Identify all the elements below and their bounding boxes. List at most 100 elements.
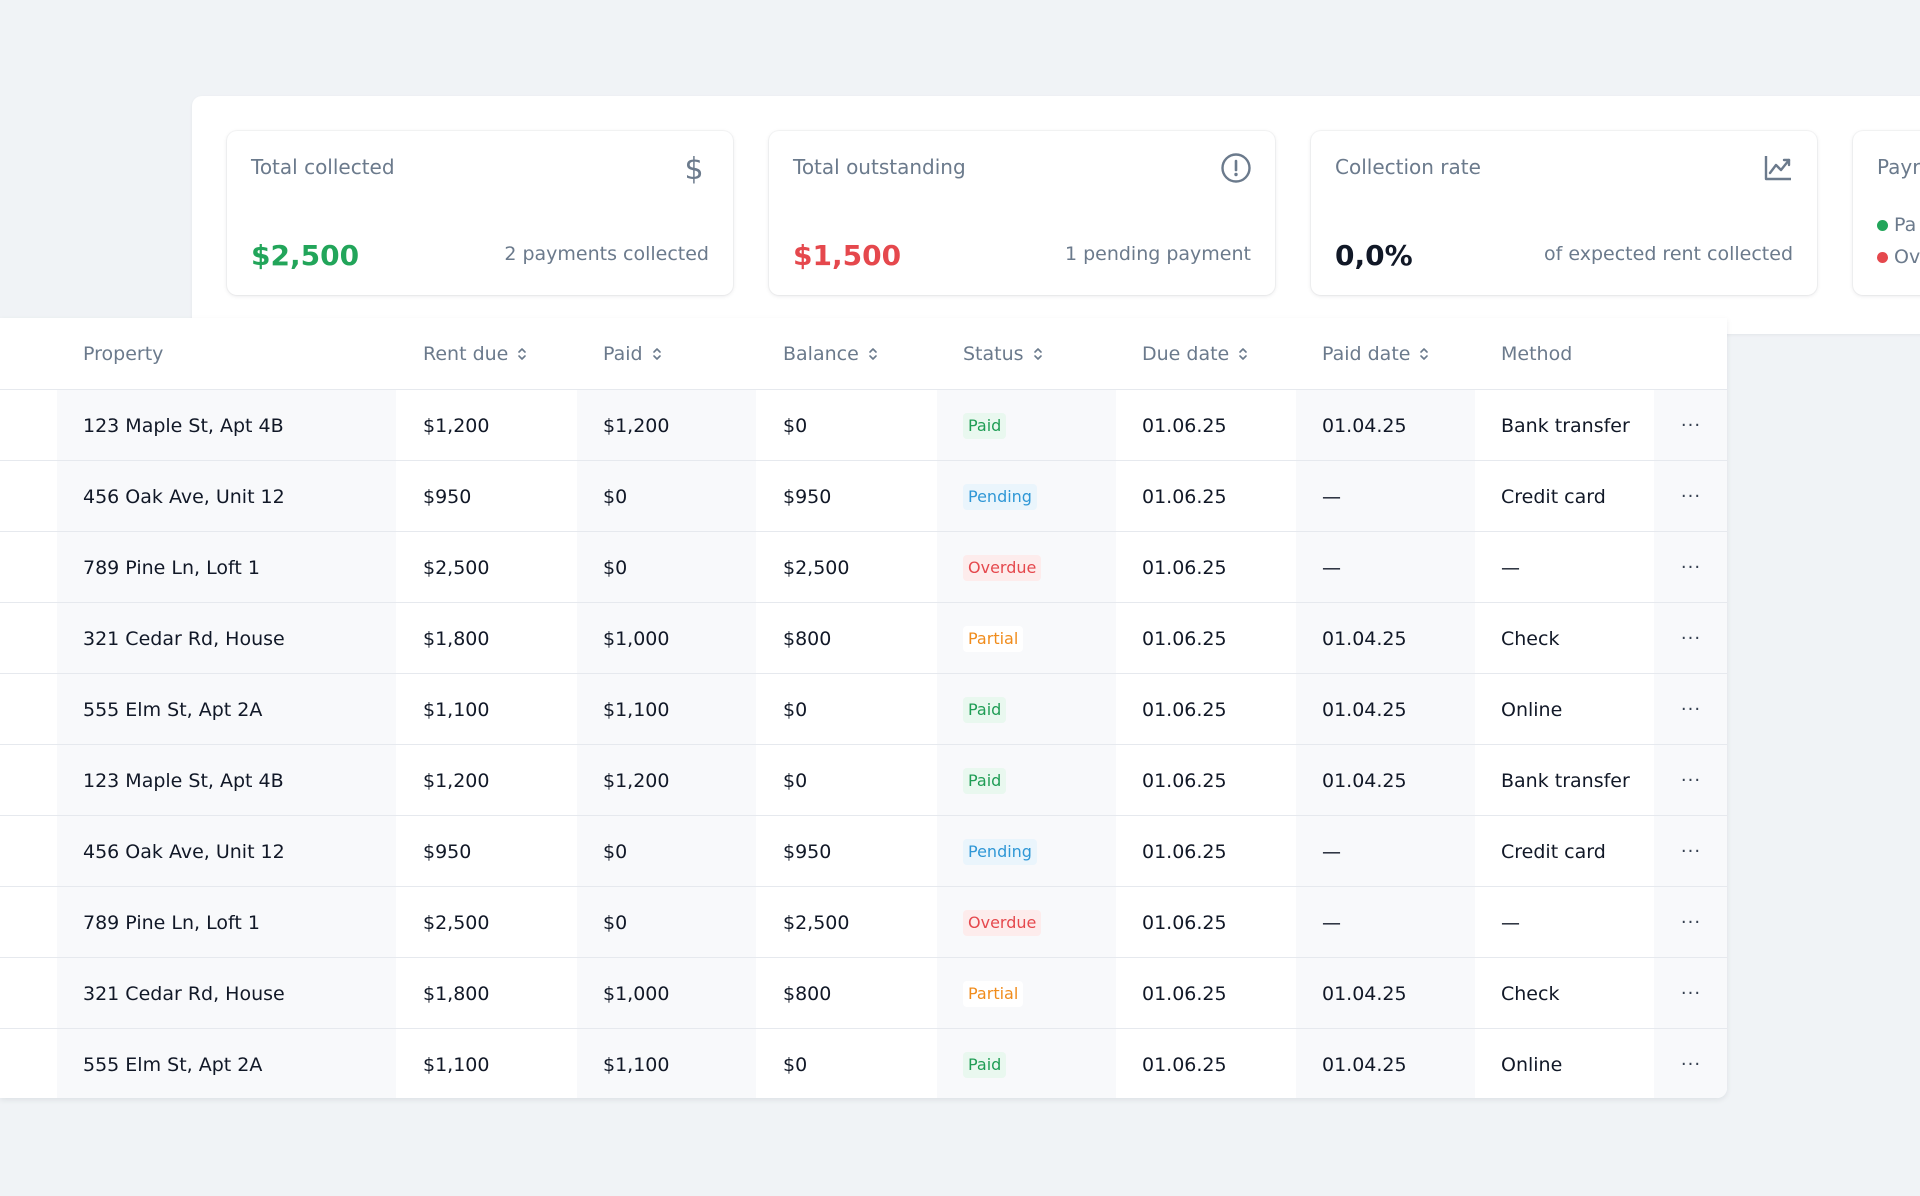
cell-method: Online: [1501, 1053, 1563, 1076]
column-band: [1296, 389, 1475, 1098]
legend-item: Ov: [1877, 241, 1920, 273]
cell-paid-date: 01.04.25: [1322, 1053, 1407, 1076]
cell-status: Pending: [963, 816, 1037, 887]
header-paid-date[interactable]: Paid date: [1322, 318, 1429, 389]
cell-method: Check: [1501, 627, 1560, 650]
sort-icon[interactable]: [868, 346, 878, 362]
cell-status: Partial: [963, 958, 1024, 1029]
cell-balance: $2,500: [783, 556, 850, 579]
row-actions-button[interactable]: ···: [1680, 414, 1702, 436]
total-collected-card: Total collected $ $2,500 2 payments coll…: [227, 131, 733, 295]
sort-icon[interactable]: [1419, 346, 1429, 362]
status-badge: Pending: [963, 838, 1037, 865]
header-status[interactable]: Status: [963, 318, 1043, 389]
cell-balance: $800: [783, 982, 832, 1005]
header-label: Balance: [783, 342, 859, 365]
cell-status: Overdue: [963, 887, 1042, 958]
cell-status: Paid: [963, 390, 1007, 461]
column-band: [1654, 389, 1727, 1098]
card-title: Total outstanding: [793, 155, 966, 179]
header-balance[interactable]: Balance: [783, 318, 878, 389]
cell-paid-date: 01.04.25: [1322, 698, 1407, 721]
collection-rate-card: Collection rate 0,0% of expected rent co…: [1311, 131, 1817, 295]
cell-due-date: 01.06.25: [1142, 911, 1227, 934]
header-label: Due date: [1142, 342, 1230, 365]
status-badge: Paid: [963, 696, 1007, 723]
sort-icon[interactable]: [1033, 346, 1043, 362]
cell-balance: $0: [783, 769, 808, 792]
card-value: $1,500: [793, 239, 902, 272]
cell-property: 123 Maple St, Apt 4B: [83, 769, 284, 792]
status-badge: Pending: [963, 483, 1037, 510]
row-divider: [0, 1028, 1727, 1029]
trend-chart-icon: [1761, 151, 1795, 185]
cell-rent-due: $950: [423, 485, 472, 508]
cell-paid-date: —: [1322, 840, 1341, 863]
cell-property: 555 Elm St, Apt 2A: [83, 698, 263, 721]
cell-paid: $0: [603, 556, 628, 579]
legend-dot: [1877, 219, 1888, 231]
cell-status: Paid: [963, 745, 1007, 816]
cell-method: Credit card: [1501, 840, 1606, 863]
status-badge: Paid: [963, 1051, 1007, 1078]
payments-table: Property Rent due Paid Balance Status Due dat…: [0, 318, 1727, 1098]
column-band: [577, 389, 756, 1098]
cell-paid: $1,000: [603, 627, 670, 650]
cell-due-date: 01.06.25: [1142, 485, 1227, 508]
payment-status-card: Payr Pa Ov: [1853, 131, 1920, 295]
cell-method: Online: [1501, 698, 1563, 721]
cell-method: —: [1501, 556, 1520, 579]
cell-method: Bank transfer: [1501, 769, 1630, 792]
cell-rent-due: $1,200: [423, 769, 490, 792]
total-outstanding-card: Total outstanding $1,500 1 pending payme…: [769, 131, 1275, 295]
row-actions-button[interactable]: ···: [1680, 911, 1702, 933]
sort-icon[interactable]: [517, 346, 527, 362]
cell-balance: $2,500: [783, 911, 850, 934]
card-title: Payr: [1877, 155, 1920, 179]
cell-property: 456 Oak Ave, Unit 12: [83, 485, 285, 508]
row-divider: [0, 957, 1727, 958]
row-divider: [0, 744, 1727, 745]
header-property: Property: [83, 318, 163, 389]
cell-property: 321 Cedar Rd, House: [83, 982, 285, 1005]
cell-method: Credit card: [1501, 485, 1606, 508]
status-badge: Overdue: [963, 909, 1042, 936]
cell-paid: $1,100: [603, 698, 670, 721]
cell-rent-due: $950: [423, 840, 472, 863]
row-divider: [0, 460, 1727, 461]
cell-property: 321 Cedar Rd, House: [83, 627, 285, 650]
row-divider: [0, 602, 1727, 603]
header-rent-due[interactable]: Rent due: [423, 318, 527, 389]
row-actions-button[interactable]: ···: [1680, 1053, 1702, 1075]
row-actions-button[interactable]: ···: [1680, 982, 1702, 1004]
cell-paid-date: 01.04.25: [1322, 627, 1407, 650]
cell-rent-due: $2,500: [423, 556, 490, 579]
cell-rent-due: $2,500: [423, 911, 490, 934]
cell-paid: $0: [603, 840, 628, 863]
header-label: Property: [83, 342, 164, 365]
row-actions-button[interactable]: ···: [1680, 698, 1702, 720]
row-actions-button[interactable]: ···: [1680, 556, 1702, 578]
cell-method: Check: [1501, 982, 1560, 1005]
cell-status: Overdue: [963, 532, 1042, 603]
header-method: Method: [1501, 318, 1572, 389]
header-paid[interactable]: Paid: [603, 318, 662, 389]
cell-paid: $1,200: [603, 769, 670, 792]
cell-due-date: 01.06.25: [1142, 556, 1227, 579]
legend-dot: [1877, 251, 1888, 263]
row-actions-button[interactable]: ···: [1680, 840, 1702, 862]
header-label: Rent due: [423, 342, 509, 365]
header-due-date[interactable]: Due date: [1142, 318, 1248, 389]
cell-property: 456 Oak Ave, Unit 12: [83, 840, 285, 863]
sort-icon[interactable]: [652, 346, 662, 362]
row-actions-button[interactable]: ···: [1680, 627, 1702, 649]
status-badge: Paid: [963, 412, 1007, 439]
cell-status: Paid: [963, 674, 1007, 745]
cell-paid-date: 01.04.25: [1322, 769, 1407, 792]
header-label: Status: [963, 342, 1024, 365]
card-title: Total collected: [251, 155, 395, 179]
row-actions-button[interactable]: ···: [1680, 485, 1702, 507]
row-actions-button[interactable]: ···: [1680, 769, 1702, 791]
cell-property: 789 Pine Ln, Loft 1: [83, 911, 260, 934]
sort-icon[interactable]: [1238, 346, 1248, 362]
